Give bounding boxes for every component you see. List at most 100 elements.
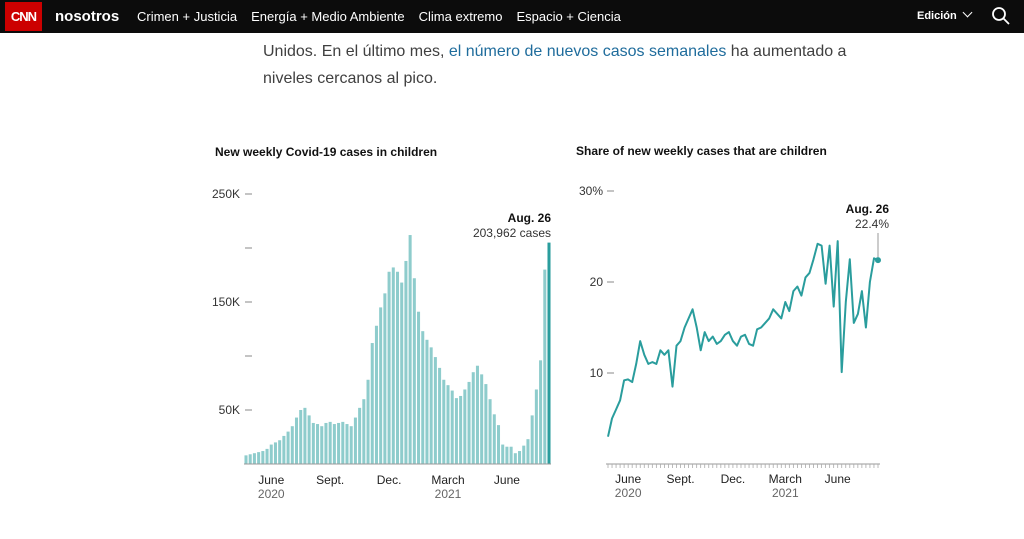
chart1-xtick-label-1: Sept. xyxy=(316,473,344,487)
chart1-bar-34 xyxy=(387,271,391,464)
chart1-bar-32 xyxy=(379,307,383,464)
search-icon[interactable] xyxy=(991,6,1011,26)
chart1-bar-9 xyxy=(282,435,286,464)
chart1-bar-19 xyxy=(324,422,328,464)
chart1-bar-31 xyxy=(374,325,378,464)
chart1-bar-57 xyxy=(484,384,488,464)
chart1-ytick-label-0: 250K xyxy=(212,187,240,201)
cnn-logo[interactable]: CNN xyxy=(5,2,42,31)
chart1-xtick-label-2: Dec. xyxy=(377,473,402,487)
chart1-bar-48 xyxy=(446,385,450,464)
edition-label: Edición xyxy=(917,10,957,22)
chart2-series-line xyxy=(607,240,879,437)
nav-item-espacio[interactable]: Espacio + Ciencia xyxy=(516,9,621,24)
chart1-bar-26 xyxy=(353,417,357,464)
chart1-bar-65 xyxy=(518,451,522,464)
chart1-bar-25 xyxy=(349,426,353,464)
chart1-ytick-label-2: 150K xyxy=(212,295,240,309)
edition-dropdown[interactable]: Edición xyxy=(917,0,973,33)
chart1-bar-43 xyxy=(425,339,429,464)
chart1-bar-27 xyxy=(358,407,362,464)
chart1-xtick-label-0: June xyxy=(258,473,284,487)
chart1-bar-70 xyxy=(539,360,543,464)
chart1-bar-64 xyxy=(513,453,517,464)
chart1-bar-2 xyxy=(252,453,256,464)
chart1-bar-62 xyxy=(505,446,509,464)
chart2-xtick-label-3: March xyxy=(769,472,802,486)
chart1-bar-20 xyxy=(328,421,332,464)
chart1-annotation-value: 203,962 cases xyxy=(473,226,551,240)
chart1-bar-41 xyxy=(417,311,421,464)
chart1-xtick-label-3: March xyxy=(431,473,464,487)
chart1-bar-21 xyxy=(332,424,336,464)
chart1-bar-13 xyxy=(299,410,303,464)
chart1-xtick-label-4: June xyxy=(494,473,520,487)
chart1-bar-7 xyxy=(273,442,277,464)
chart1-bar-16 xyxy=(311,422,315,464)
chart1-title: New weekly Covid-19 cases in children xyxy=(215,145,438,159)
chart1-bar-58 xyxy=(488,399,492,464)
chart1-bar-1 xyxy=(248,454,252,464)
chart1-bar-14 xyxy=(303,407,307,464)
article-text-after: ha aumentado a niveles cercanos al pico. xyxy=(263,43,847,87)
chart1-bar-35 xyxy=(391,267,395,464)
chart2-ytick-label-2: 10 xyxy=(590,366,604,380)
chart1-bar-24 xyxy=(345,424,349,464)
chart1-xtick-sub-3: 2021 xyxy=(435,487,462,501)
chart1-bar-47 xyxy=(442,379,446,464)
chart2-xtick-label-4: June xyxy=(825,472,851,486)
chart2-xtick-sub-3: 2021 xyxy=(772,486,799,500)
chart2-xtick-label-2: Dec. xyxy=(721,472,746,486)
chart1-bar-51 xyxy=(459,395,463,464)
chart1-bar-44 xyxy=(429,347,433,464)
chart1-bar-42 xyxy=(421,331,425,464)
chart1-bar-18 xyxy=(320,426,324,464)
chart1-bar-59 xyxy=(492,414,496,464)
article-text-before: Unidos. En el último mes, xyxy=(263,43,449,60)
chart1-bar-72 xyxy=(547,242,551,464)
brand-nosotros[interactable]: nosotros xyxy=(55,8,120,25)
chart1-bar-28 xyxy=(362,399,366,464)
chart1-bar-22 xyxy=(337,422,341,464)
chart1-bar-10 xyxy=(286,431,290,464)
chart2-annotation-value: 22.4% xyxy=(855,217,889,231)
chart1-bar-29 xyxy=(366,379,370,464)
chart1-bar-53 xyxy=(467,381,471,464)
chart1-bar-3 xyxy=(257,452,261,464)
chart1-bar-69 xyxy=(534,389,538,464)
section-nav: Crimen + Justicia Energía + Medio Ambien… xyxy=(137,0,635,33)
chart1-bar-6 xyxy=(269,444,273,464)
chart1-bar-30 xyxy=(370,343,374,464)
chart1-bar-66 xyxy=(522,445,526,464)
chart2-ytick-label-0: 30% xyxy=(579,184,603,198)
chart1-bar-63 xyxy=(509,446,513,464)
article-paragraph: Unidos. En el último mes, el número de n… xyxy=(263,38,863,92)
chart1-bar-11 xyxy=(290,426,294,464)
chart1-annotation-label: Aug. 26 xyxy=(508,211,552,225)
chart1-bar-45 xyxy=(433,357,437,464)
chart1-bar-39 xyxy=(408,235,412,464)
nav-item-energia[interactable]: Energía + Medio Ambiente xyxy=(251,9,405,24)
chart1-bar-23 xyxy=(341,421,345,464)
chart1-bar-4 xyxy=(261,451,265,464)
chart1-bar-33 xyxy=(383,293,387,464)
chart2-xtick-sub-0: 2020 xyxy=(615,486,642,500)
chart1-bar-49 xyxy=(450,390,454,464)
chart2-ytick-label-1: 20 xyxy=(590,275,604,289)
chart1-xtick-sub-0: 2020 xyxy=(258,487,285,501)
chart1-bar-46 xyxy=(438,367,442,464)
chart1-bar-40 xyxy=(412,278,416,464)
chart1-bar-36 xyxy=(395,271,400,464)
nav-item-clima[interactable]: Clima extremo xyxy=(418,9,503,24)
chart1-bar-38 xyxy=(404,260,408,464)
chart1-bar-61 xyxy=(501,444,505,464)
article-link[interactable]: el número de nuevos casos semanales xyxy=(448,43,727,60)
chart1-bar-12 xyxy=(294,417,299,464)
chart2-last-point xyxy=(875,257,881,264)
nav-item-crimen[interactable]: Crimen + Justicia xyxy=(137,9,238,24)
chart1-bar-71 xyxy=(543,269,547,464)
chart2-xtick-label-1: Sept. xyxy=(667,472,695,486)
chart1-bar-17 xyxy=(316,424,320,464)
chart1-bar-54 xyxy=(471,372,475,464)
